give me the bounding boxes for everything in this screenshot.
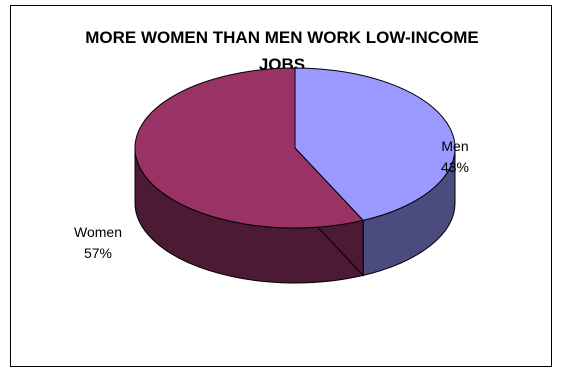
women-percent: 57% — [84, 245, 112, 261]
pie-chart: Men 43% Women 57% — [74, 67, 469, 284]
women-label: Women — [74, 224, 122, 240]
men-label: Men — [441, 138, 468, 154]
chart-area: MORE WOMEN THAN MEN WORK LOW-INCOME JOBS… — [10, 5, 552, 367]
men-slice-top — [294, 67, 456, 221]
women-slice-top — [134, 67, 365, 229]
men-percent: 43% — [441, 159, 469, 175]
chart-title-line-1: MORE WOMEN THAN MEN WORK LOW-INCOME — [85, 28, 479, 47]
